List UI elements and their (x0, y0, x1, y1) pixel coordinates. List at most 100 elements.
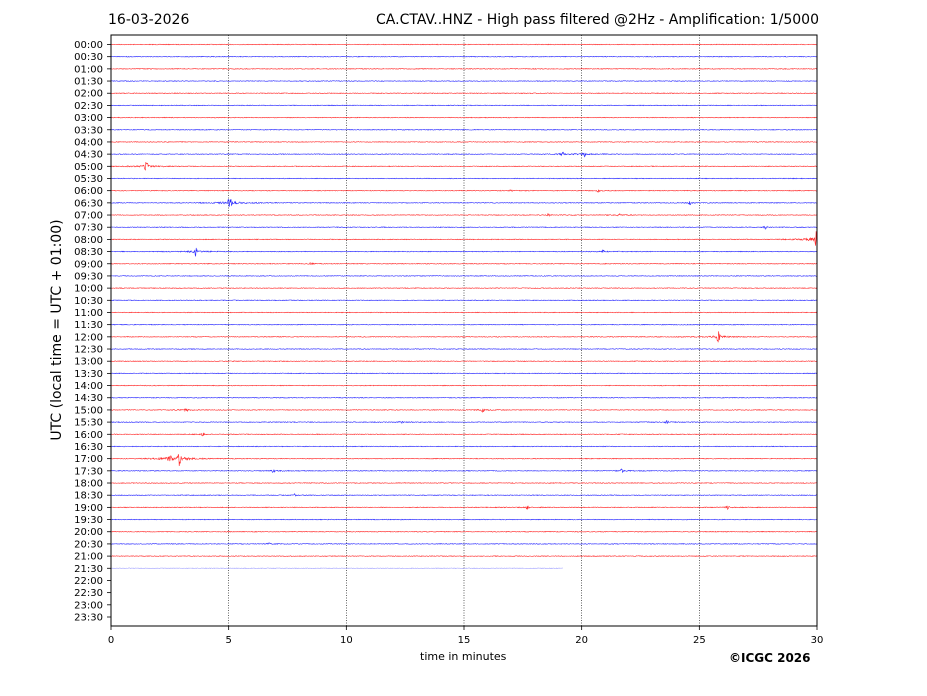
x-tick-label: 30 (811, 635, 824, 646)
trace-0700 (110, 212, 818, 217)
y-tick-label: 13:30 (74, 369, 103, 380)
y-tick-label: 06:00 (74, 186, 103, 197)
trace-1800 (110, 482, 818, 484)
plot-frame (110, 34, 818, 627)
y-tick-label: 16:00 (74, 430, 103, 441)
y-tick-label: 01:30 (74, 77, 103, 88)
y-tick-label: 21:00 (74, 552, 103, 563)
y-tick-label: 09:30 (74, 271, 103, 282)
trace-2100 (110, 555, 818, 557)
y-tick-label: 17:00 (74, 454, 103, 465)
trace-1030 (110, 299, 818, 302)
trace-1400 (110, 384, 818, 387)
y-tick-label: 19:00 (74, 503, 103, 514)
trace-1730 (110, 468, 818, 474)
y-tick-label: 13:00 (74, 357, 103, 368)
trace-1830 (110, 493, 818, 497)
y-tick-label: 05:00 (74, 162, 103, 173)
y-tick-label: 00:00 (74, 40, 103, 51)
copyright-label: ©ICGC 2026 (729, 651, 811, 665)
trace-1930 (110, 518, 818, 521)
trace-1700 (110, 454, 818, 466)
date-label: 16-03-2026 (108, 12, 190, 28)
y-tick-label: 04:00 (74, 137, 103, 148)
y-tick-label: 12:00 (74, 332, 103, 343)
trace-0200 (110, 92, 818, 95)
trace-0330 (110, 128, 818, 131)
y-tick-label: 06:30 (74, 198, 103, 209)
y-tick-label: 11:30 (74, 320, 103, 331)
trace-1130 (110, 323, 818, 326)
trace-2000 (110, 530, 818, 533)
trace-1500 (110, 408, 818, 413)
trace-0730 (110, 225, 818, 231)
x-tick-label: 15 (458, 635, 471, 646)
trace-0400 (110, 141, 818, 143)
trace-1330 (110, 372, 818, 375)
y-tick-label: 10:00 (74, 284, 103, 295)
trace-0800 (110, 231, 818, 248)
y-tick-label: 23:00 (74, 600, 103, 611)
trace-1600 (110, 432, 818, 437)
trace-0830 (110, 247, 818, 258)
y-tick-label: 10:30 (74, 296, 103, 307)
trace-0430 (110, 151, 818, 158)
trace-0900 (110, 261, 818, 266)
trace-1000 (110, 287, 818, 289)
y-tick-label: 00:30 (74, 52, 103, 63)
trace-0100 (110, 67, 818, 70)
y-tick-label: 05:30 (74, 174, 103, 185)
y-tick-label: 16:30 (74, 442, 103, 453)
y-tick-label: 01:00 (74, 64, 103, 75)
trace-0030 (110, 55, 818, 58)
y-tick-label: 15:30 (74, 418, 103, 429)
y-tick-label: 12:30 (74, 345, 103, 356)
y-tick-label: 21:30 (74, 564, 103, 575)
y-tick-label: 04:30 (74, 150, 103, 161)
trace-0500 (110, 161, 818, 171)
trace-0530 (110, 177, 818, 180)
x-tick-label: 5 (225, 635, 231, 646)
trace-1900 (110, 505, 818, 511)
trace-0930 (110, 275, 818, 277)
y-tick-label: 23:30 (74, 613, 103, 624)
y-tick-label: 07:30 (74, 223, 103, 234)
trace-2130 (110, 567, 563, 570)
y-tick-label: 02:00 (74, 89, 103, 100)
y-tick-label: 14:30 (74, 393, 103, 404)
trace-0300 (110, 116, 818, 119)
trace-0630 (110, 198, 818, 207)
y-tick-label: 08:00 (74, 235, 103, 246)
trace-1200 (110, 331, 818, 343)
trace-1100 (110, 311, 818, 314)
trace-0600 (110, 189, 818, 193)
y-tick-label: 22:30 (74, 588, 103, 599)
trace-0000 (110, 43, 818, 46)
y-tick-label: 07:00 (74, 211, 103, 222)
y-tick-label: 19:30 (74, 515, 103, 526)
trace-0230 (110, 104, 818, 107)
trace-1430 (110, 396, 818, 399)
y-tick-label: 18:00 (74, 479, 103, 490)
y-tick-label: 02:30 (74, 101, 103, 112)
trace-0130 (110, 80, 818, 82)
trace-1530 (110, 420, 818, 425)
y-tick-label: 18:30 (74, 491, 103, 502)
y-tick-label: 20:00 (74, 527, 103, 538)
x-axis-label: time in minutes (420, 650, 507, 663)
y-tick-label: 11:00 (74, 308, 103, 319)
trace-1630 (110, 445, 818, 448)
x-tick-label: 10 (340, 635, 353, 646)
x-tick-label: 25 (693, 635, 706, 646)
y-tick-label: 20:30 (74, 539, 103, 550)
trace-2030 (110, 542, 818, 545)
chart-title: CA.CTAV..HNZ - High pass filtered @2Hz -… (376, 12, 819, 28)
y-tick-label: 03:30 (74, 125, 103, 136)
y-tick-label: 17:30 (74, 466, 103, 477)
y-tick-label: 09:00 (74, 259, 103, 270)
x-tick-label: 20 (575, 635, 588, 646)
y-tick-label: 08:30 (74, 247, 103, 258)
y-tick-label: 14:00 (74, 381, 103, 392)
